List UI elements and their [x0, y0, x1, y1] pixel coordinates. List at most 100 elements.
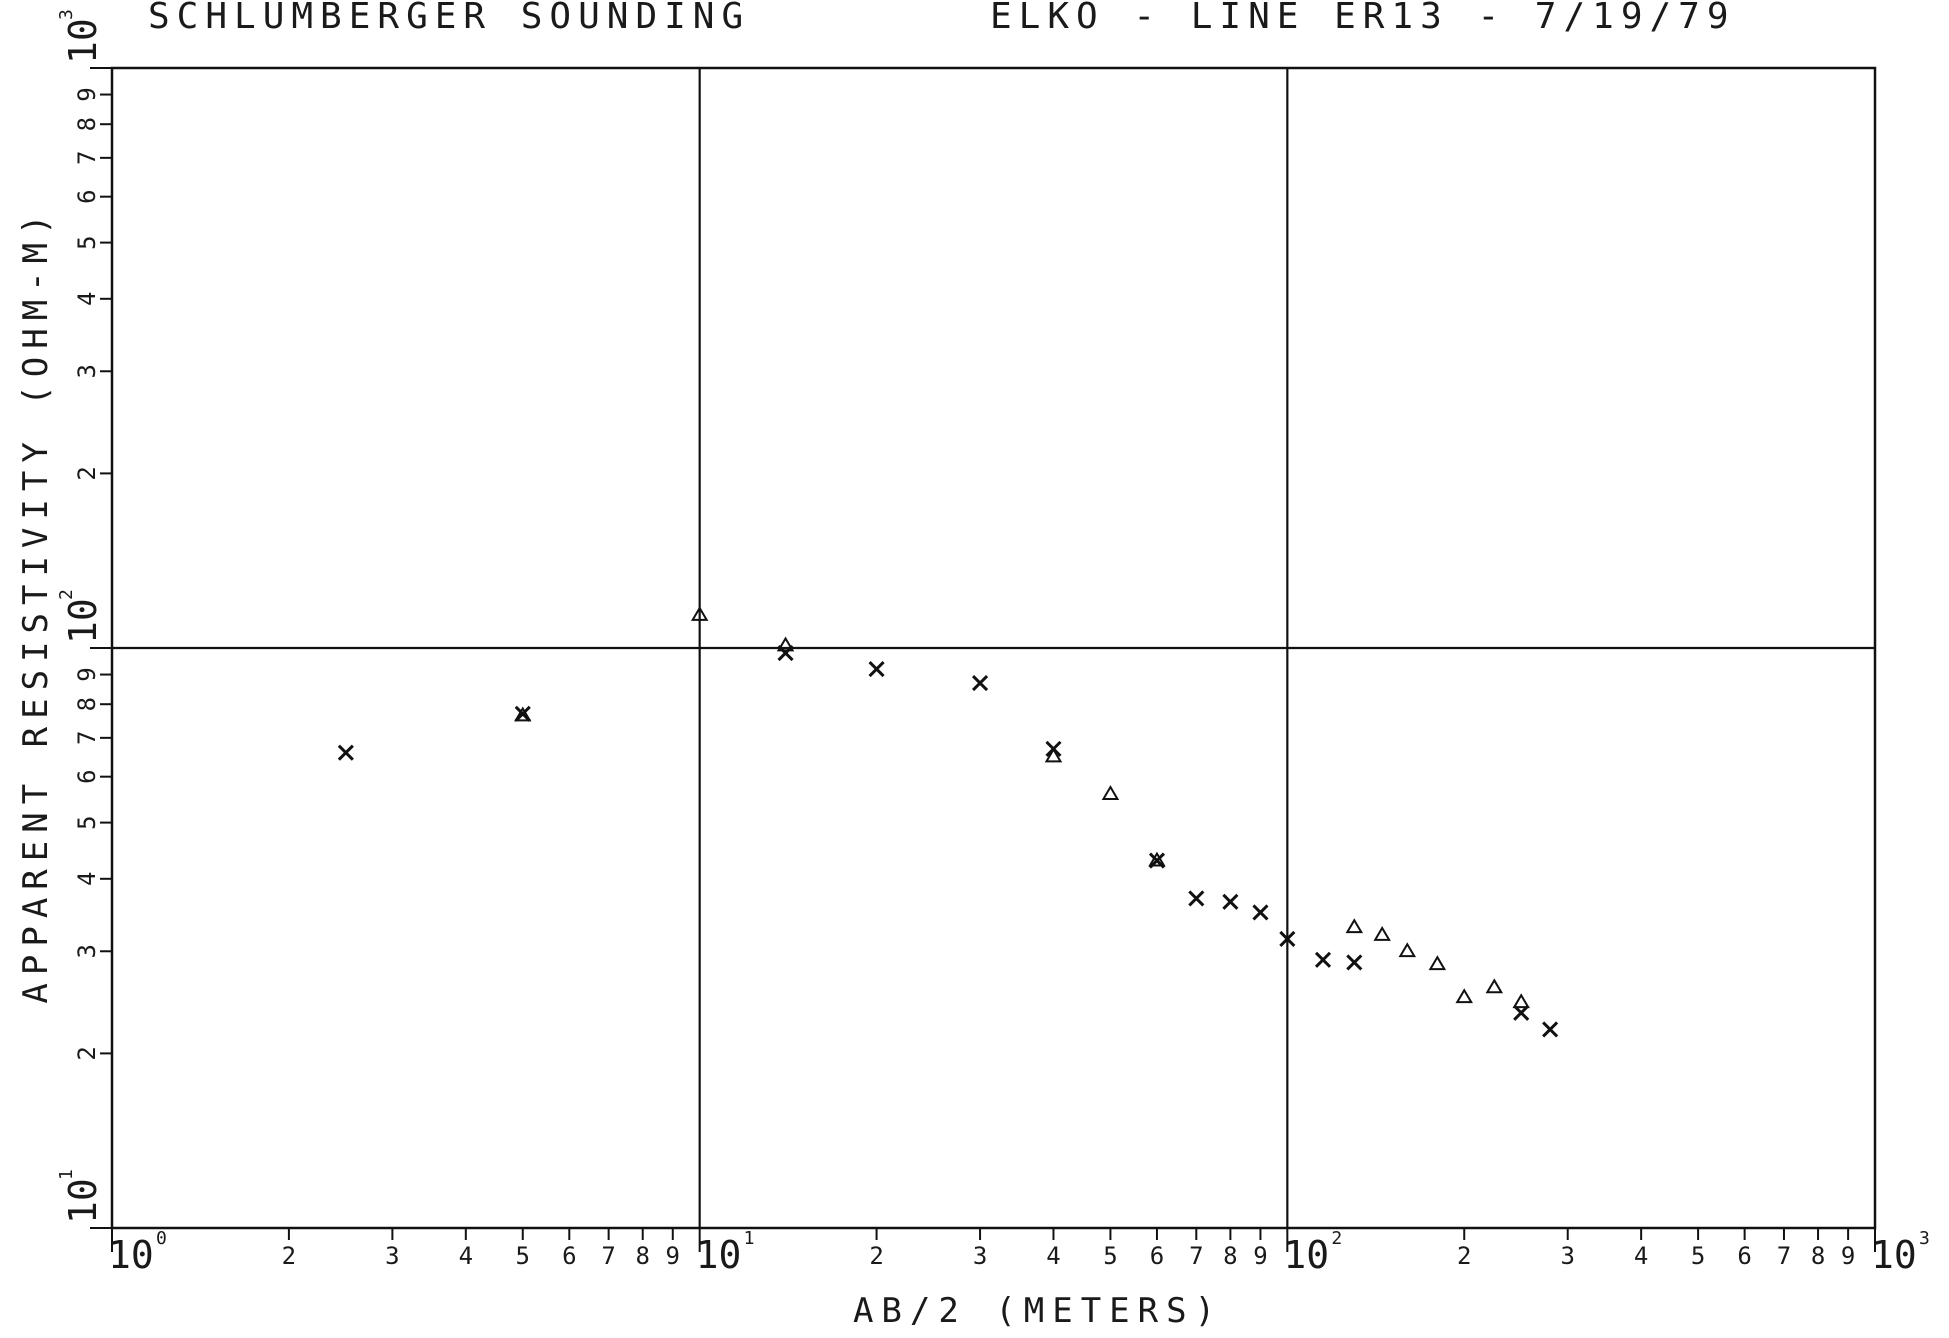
y-minor-label: 3 [73, 364, 101, 378]
data-point-x [514, 705, 531, 722]
y-minor-label: 5 [73, 815, 101, 829]
y-decade-label: 10 [61, 1178, 105, 1224]
y-decade-label: 10 [61, 598, 105, 644]
x-decade-label: 10 [1871, 1233, 1917, 1277]
data-point-triangle [690, 606, 709, 621]
x-minor-label: 6 [1737, 1242, 1751, 1270]
x-minor-label: 6 [1150, 1242, 1164, 1270]
data-point-triangle [1148, 851, 1166, 867]
y-minor-label-group: 6 [73, 769, 101, 783]
y-minor-label: 8 [73, 117, 101, 131]
x-axis: 10 02 3 4 5 6 7 8 9 10 12 3 4 5 6 7 8 9 10 22 3 4 5 6 7 8 9 10 3 [108, 1228, 1930, 1277]
data-point-triangle [1373, 926, 1391, 941]
x-minor-label: 9 [666, 1242, 680, 1270]
y-minor-label-group: 2 [73, 1046, 101, 1060]
x-minor-label: 6 [562, 1242, 576, 1270]
x-minor-label: 5 [516, 1242, 530, 1270]
data-point-triangle [1398, 942, 1417, 958]
data-point-triangle [776, 636, 795, 652]
data-point-x [868, 660, 885, 678]
data-point-triangle [1485, 978, 1504, 994]
y-minor-label: 7 [73, 731, 101, 745]
y-minor-label: 4 [73, 292, 101, 306]
y-minor-label-group: 8 [73, 117, 101, 131]
y-decade-label-group: 103 [56, 9, 105, 64]
y-minor-label-group: 7 [73, 151, 101, 165]
data-point-x [1252, 904, 1269, 921]
y-minor-label-group: 9 [73, 87, 101, 101]
x-decade-exponent: 3 [1919, 1228, 1930, 1249]
x-minor-label: 8 [1223, 1242, 1237, 1270]
x-decade-exponent: 1 [744, 1228, 755, 1249]
y-minor-label-group: 2 [73, 466, 101, 480]
y-minor-label-group: 4 [73, 292, 101, 306]
x-minor-label: 7 [601, 1242, 615, 1270]
y-decade-label: 10 [61, 18, 105, 64]
x-minor-label: 7 [1189, 1242, 1203, 1270]
y-decade-exponent: 1 [56, 1169, 77, 1180]
data-point-triangle [1428, 955, 1447, 971]
y-axis-label: APPARENT RESISTIVITY (OHM-M) [16, 206, 56, 1003]
y-decade-label-group: 102 [56, 589, 105, 644]
x-decade-label: 10 [1283, 1233, 1329, 1277]
y-decade-exponent: 2 [56, 589, 77, 600]
x-minor-label: 9 [1253, 1242, 1267, 1270]
chart-title-left: SCHLUMBERGER SOUNDING [148, 0, 750, 37]
data-point-x [777, 645, 794, 662]
data-point-x [1222, 893, 1239, 910]
x-minor-label: 5 [1103, 1242, 1117, 1270]
y-minor-label-group: 7 [73, 731, 101, 745]
y-minor-label-group: 9 [73, 667, 101, 681]
x-minor-label: 2 [869, 1242, 883, 1270]
x-axis-label: AB/2 (METERS) [853, 1291, 1223, 1331]
y-decade-label-group: 101 [56, 1169, 105, 1224]
x-minor-label: 9 [1841, 1242, 1855, 1270]
x-minor-label: 2 [282, 1242, 296, 1270]
x-decade-exponent: 0 [156, 1228, 167, 1249]
x-decade-exponent: 2 [1331, 1228, 1342, 1249]
y-minor-label-group: 5 [73, 815, 101, 829]
data-point-triangle [1455, 988, 1473, 1004]
data-point-triangle [1512, 993, 1530, 1009]
x-minor-label: 2 [1457, 1242, 1471, 1270]
data-point-x [337, 744, 354, 761]
x-minor-label: 4 [1634, 1242, 1648, 1270]
data-point-triangle [1044, 747, 1063, 763]
x-minor-label: 4 [1046, 1242, 1060, 1270]
x-minor-label: 5 [1691, 1242, 1705, 1270]
x-decade-label: 10 [108, 1233, 154, 1277]
data-point-x [1346, 954, 1363, 971]
decade-grid [112, 68, 1875, 1228]
y-minor-label: 9 [73, 667, 101, 681]
x-minor-label: 3 [385, 1242, 399, 1270]
x-minor-label: 3 [1560, 1242, 1574, 1270]
chart-title-right: ELKO - LINE ER13 - 7/19/79 [990, 0, 1736, 37]
y-minor-label: 6 [73, 769, 101, 783]
y-minor-label: 8 [73, 697, 101, 711]
y-minor-label: 3 [73, 944, 101, 958]
data-points [337, 606, 1559, 1038]
y-minor-label-group: 3 [73, 944, 101, 958]
y-decade-exponent: 3 [56, 9, 77, 20]
y-minor-label-group: 5 [73, 235, 101, 249]
x-minor-label: 4 [459, 1242, 473, 1270]
x-minor-label: 8 [635, 1242, 649, 1270]
data-point-x [1188, 890, 1205, 907]
y-minor-label: 9 [73, 87, 101, 101]
y-minor-label: 2 [73, 1046, 101, 1060]
data-point-triangle [1101, 785, 1120, 800]
y-minor-label: 2 [73, 466, 101, 480]
y-minor-label-group: 3 [73, 364, 101, 378]
y-minor-label-group: 6 [73, 189, 101, 203]
x-minor-label: 8 [1811, 1242, 1825, 1270]
data-point-x [1279, 930, 1296, 948]
y-minor-label-group: 4 [73, 872, 101, 886]
x-decade-label: 10 [696, 1233, 742, 1277]
data-point-x [1314, 951, 1332, 968]
data-point-x [1542, 1021, 1559, 1038]
data-point-triangle [514, 706, 532, 722]
x-minor-label: 3 [973, 1242, 987, 1270]
y-minor-label-group: 8 [73, 697, 101, 711]
